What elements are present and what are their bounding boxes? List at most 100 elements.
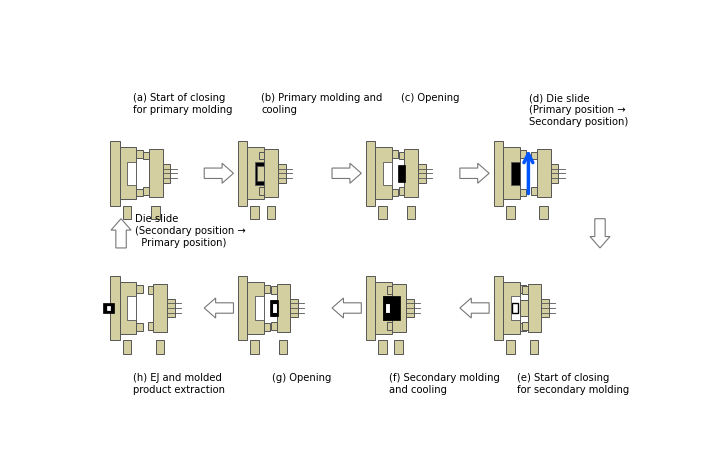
Bar [503,148,520,200]
Bar [163,165,171,183]
Bar [383,297,400,320]
Bar [537,150,551,198]
Text: (a) Start of closing
for primary molding: (a) Start of closing for primary molding [133,93,233,115]
Bar [399,166,405,181]
Bar [392,189,398,197]
Bar [503,282,520,334]
Bar [541,299,549,318]
Bar [387,322,392,330]
Polygon shape [111,219,131,249]
Bar [279,341,287,355]
Text: (f) Secondary molding
and cooling: (f) Secondary molding and cooling [389,372,500,394]
Text: Die slide
(Secondary position →
  Primary position): Die slide (Secondary position → Primary … [135,214,246,247]
Bar [418,165,426,183]
Bar [512,304,518,313]
Polygon shape [332,164,361,184]
Bar [137,189,143,197]
Bar [120,148,137,200]
Bar [384,300,392,316]
Bar [406,299,414,318]
Bar [148,322,153,330]
Bar [506,341,515,355]
Bar [520,324,526,332]
Bar [510,163,520,185]
Bar [375,148,392,200]
Polygon shape [204,164,233,184]
Bar [366,142,375,206]
Bar [378,341,387,355]
Bar [392,324,398,332]
Bar [259,152,264,160]
Bar [278,165,286,183]
Bar [167,299,175,318]
Bar [149,150,163,198]
Text: (e) Start of closing
for secondary molding: (e) Start of closing for secondary moldi… [517,372,629,394]
Bar [143,188,149,195]
Bar [264,285,271,293]
Bar [520,285,526,293]
Bar [405,150,418,198]
Bar [378,206,387,220]
Bar [522,287,528,294]
Bar [276,285,290,332]
Bar [528,285,541,332]
Bar [110,276,120,341]
Bar [551,165,559,183]
Bar [506,206,515,220]
Bar [151,206,160,220]
Bar [366,276,375,341]
Bar [399,188,405,195]
Bar [137,151,143,158]
Bar [255,297,264,320]
Bar [494,276,503,341]
Bar [110,142,120,206]
Bar [387,287,392,294]
Bar [271,300,276,316]
Bar [520,189,526,197]
Bar [122,341,131,355]
Bar [520,151,526,158]
Bar [494,142,503,206]
Bar [395,341,403,355]
Bar [266,206,275,220]
Bar [248,282,264,334]
Polygon shape [204,298,233,319]
Bar [264,324,271,332]
Bar [122,206,131,220]
Text: (d) Die slide
(Primary position →
Secondary position): (d) Die slide (Primary position → Second… [529,93,629,126]
Bar [531,188,537,195]
Polygon shape [332,298,361,319]
Bar [522,322,528,330]
Bar [137,324,143,332]
Bar [398,165,405,182]
Bar [264,150,278,198]
Bar [127,163,137,185]
Bar [127,297,137,320]
Bar [407,206,415,220]
Bar [238,276,248,341]
Bar [137,285,143,293]
Bar [238,142,248,206]
Bar [143,152,149,160]
Text: (c) Opening: (c) Opening [401,93,460,103]
Bar [264,189,271,197]
Bar [271,322,276,330]
Bar [539,206,548,220]
Bar [383,297,392,320]
Bar [392,285,398,293]
Bar [392,151,398,158]
Bar [375,282,392,334]
Bar [256,166,264,181]
Text: (g) Opening: (g) Opening [272,372,331,382]
Bar [153,285,167,332]
Bar [104,303,114,314]
Polygon shape [590,219,610,249]
Bar [510,297,520,320]
Bar [251,206,259,220]
Bar [384,303,390,314]
Bar [156,341,164,355]
Bar [259,188,264,195]
Bar [251,341,259,355]
Bar [399,152,405,160]
Bar [264,151,271,158]
